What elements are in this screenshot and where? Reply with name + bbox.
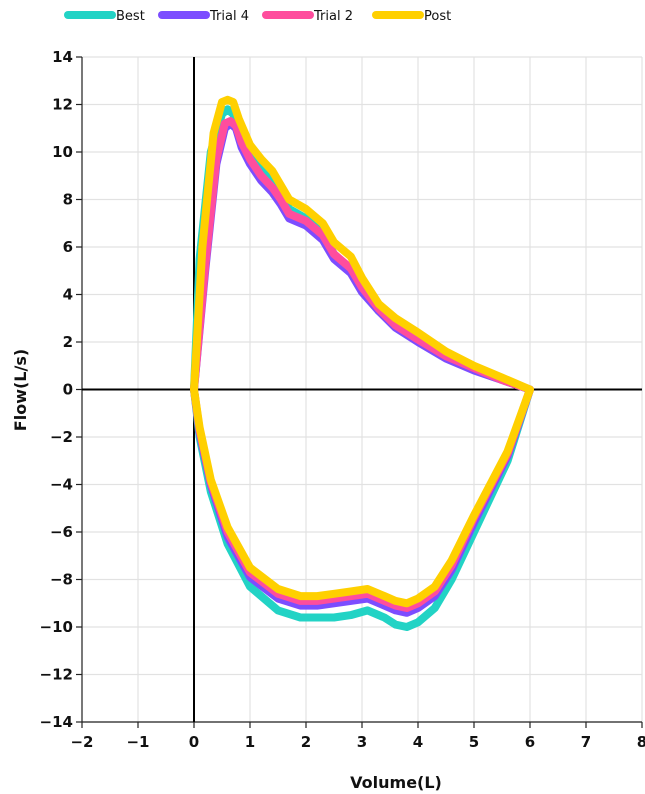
- x-tick-label: −2: [70, 733, 93, 751]
- y-tick-label: −14: [40, 713, 73, 731]
- x-tick-label: 1: [245, 733, 255, 751]
- x-tick-label: 2: [301, 733, 311, 751]
- legend-item-post[interactable]: Post: [372, 9, 451, 24]
- x-axis-title: Volume(L): [350, 773, 442, 792]
- y-tick-label: −4: [50, 476, 73, 494]
- x-tick-label: 6: [525, 733, 535, 751]
- y-tick-label: −6: [50, 523, 73, 541]
- x-tick-label: 5: [469, 733, 479, 751]
- y-axis-title: Flow(L/s): [11, 349, 30, 431]
- y-tick-label: 0: [63, 381, 73, 399]
- x-tick-label: −1: [126, 733, 149, 751]
- y-tick-label: 12: [52, 96, 73, 114]
- legend[interactable]: Best Trial 4 Trial 2 Post: [64, 9, 451, 24]
- y-tick-label: 8: [63, 191, 73, 209]
- y-tick-label: −12: [40, 666, 73, 684]
- legend-label: Best: [116, 9, 145, 24]
- y-tick-label: 2: [63, 333, 73, 351]
- legend-item-best[interactable]: Best: [64, 9, 145, 24]
- y-tick-label: 4: [63, 286, 73, 304]
- y-tick-label: −8: [50, 571, 73, 589]
- y-tick-label: 14: [52, 48, 73, 66]
- y-tick-label: 6: [63, 238, 73, 256]
- x-tick-label: 4: [413, 733, 423, 751]
- legend-label: Post: [424, 9, 451, 24]
- y-tick-label: −10: [40, 618, 73, 636]
- y-tick-label: 10: [52, 143, 73, 161]
- x-tick-label: 8: [637, 733, 645, 751]
- series-line-post: [190, 95, 534, 608]
- tick-labels: −2 −1 0 1 2 3 4 5 6 7 8−14−12−10−8−6−4−20246810121…: [40, 48, 645, 751]
- x-tick-label: 0: [189, 733, 199, 751]
- series-layer: [190, 95, 534, 631]
- legend-label: Trial 2: [313, 9, 353, 24]
- legend-item-trial-2[interactable]: Trial 2: [262, 9, 353, 24]
- legend-label: Trial 4: [209, 9, 249, 24]
- legend-item-trial-4[interactable]: Trial 4: [158, 9, 249, 24]
- x-tick-label: 7: [581, 733, 591, 751]
- x-tick-label: 3: [357, 733, 367, 751]
- y-tick-label: −2: [50, 428, 73, 446]
